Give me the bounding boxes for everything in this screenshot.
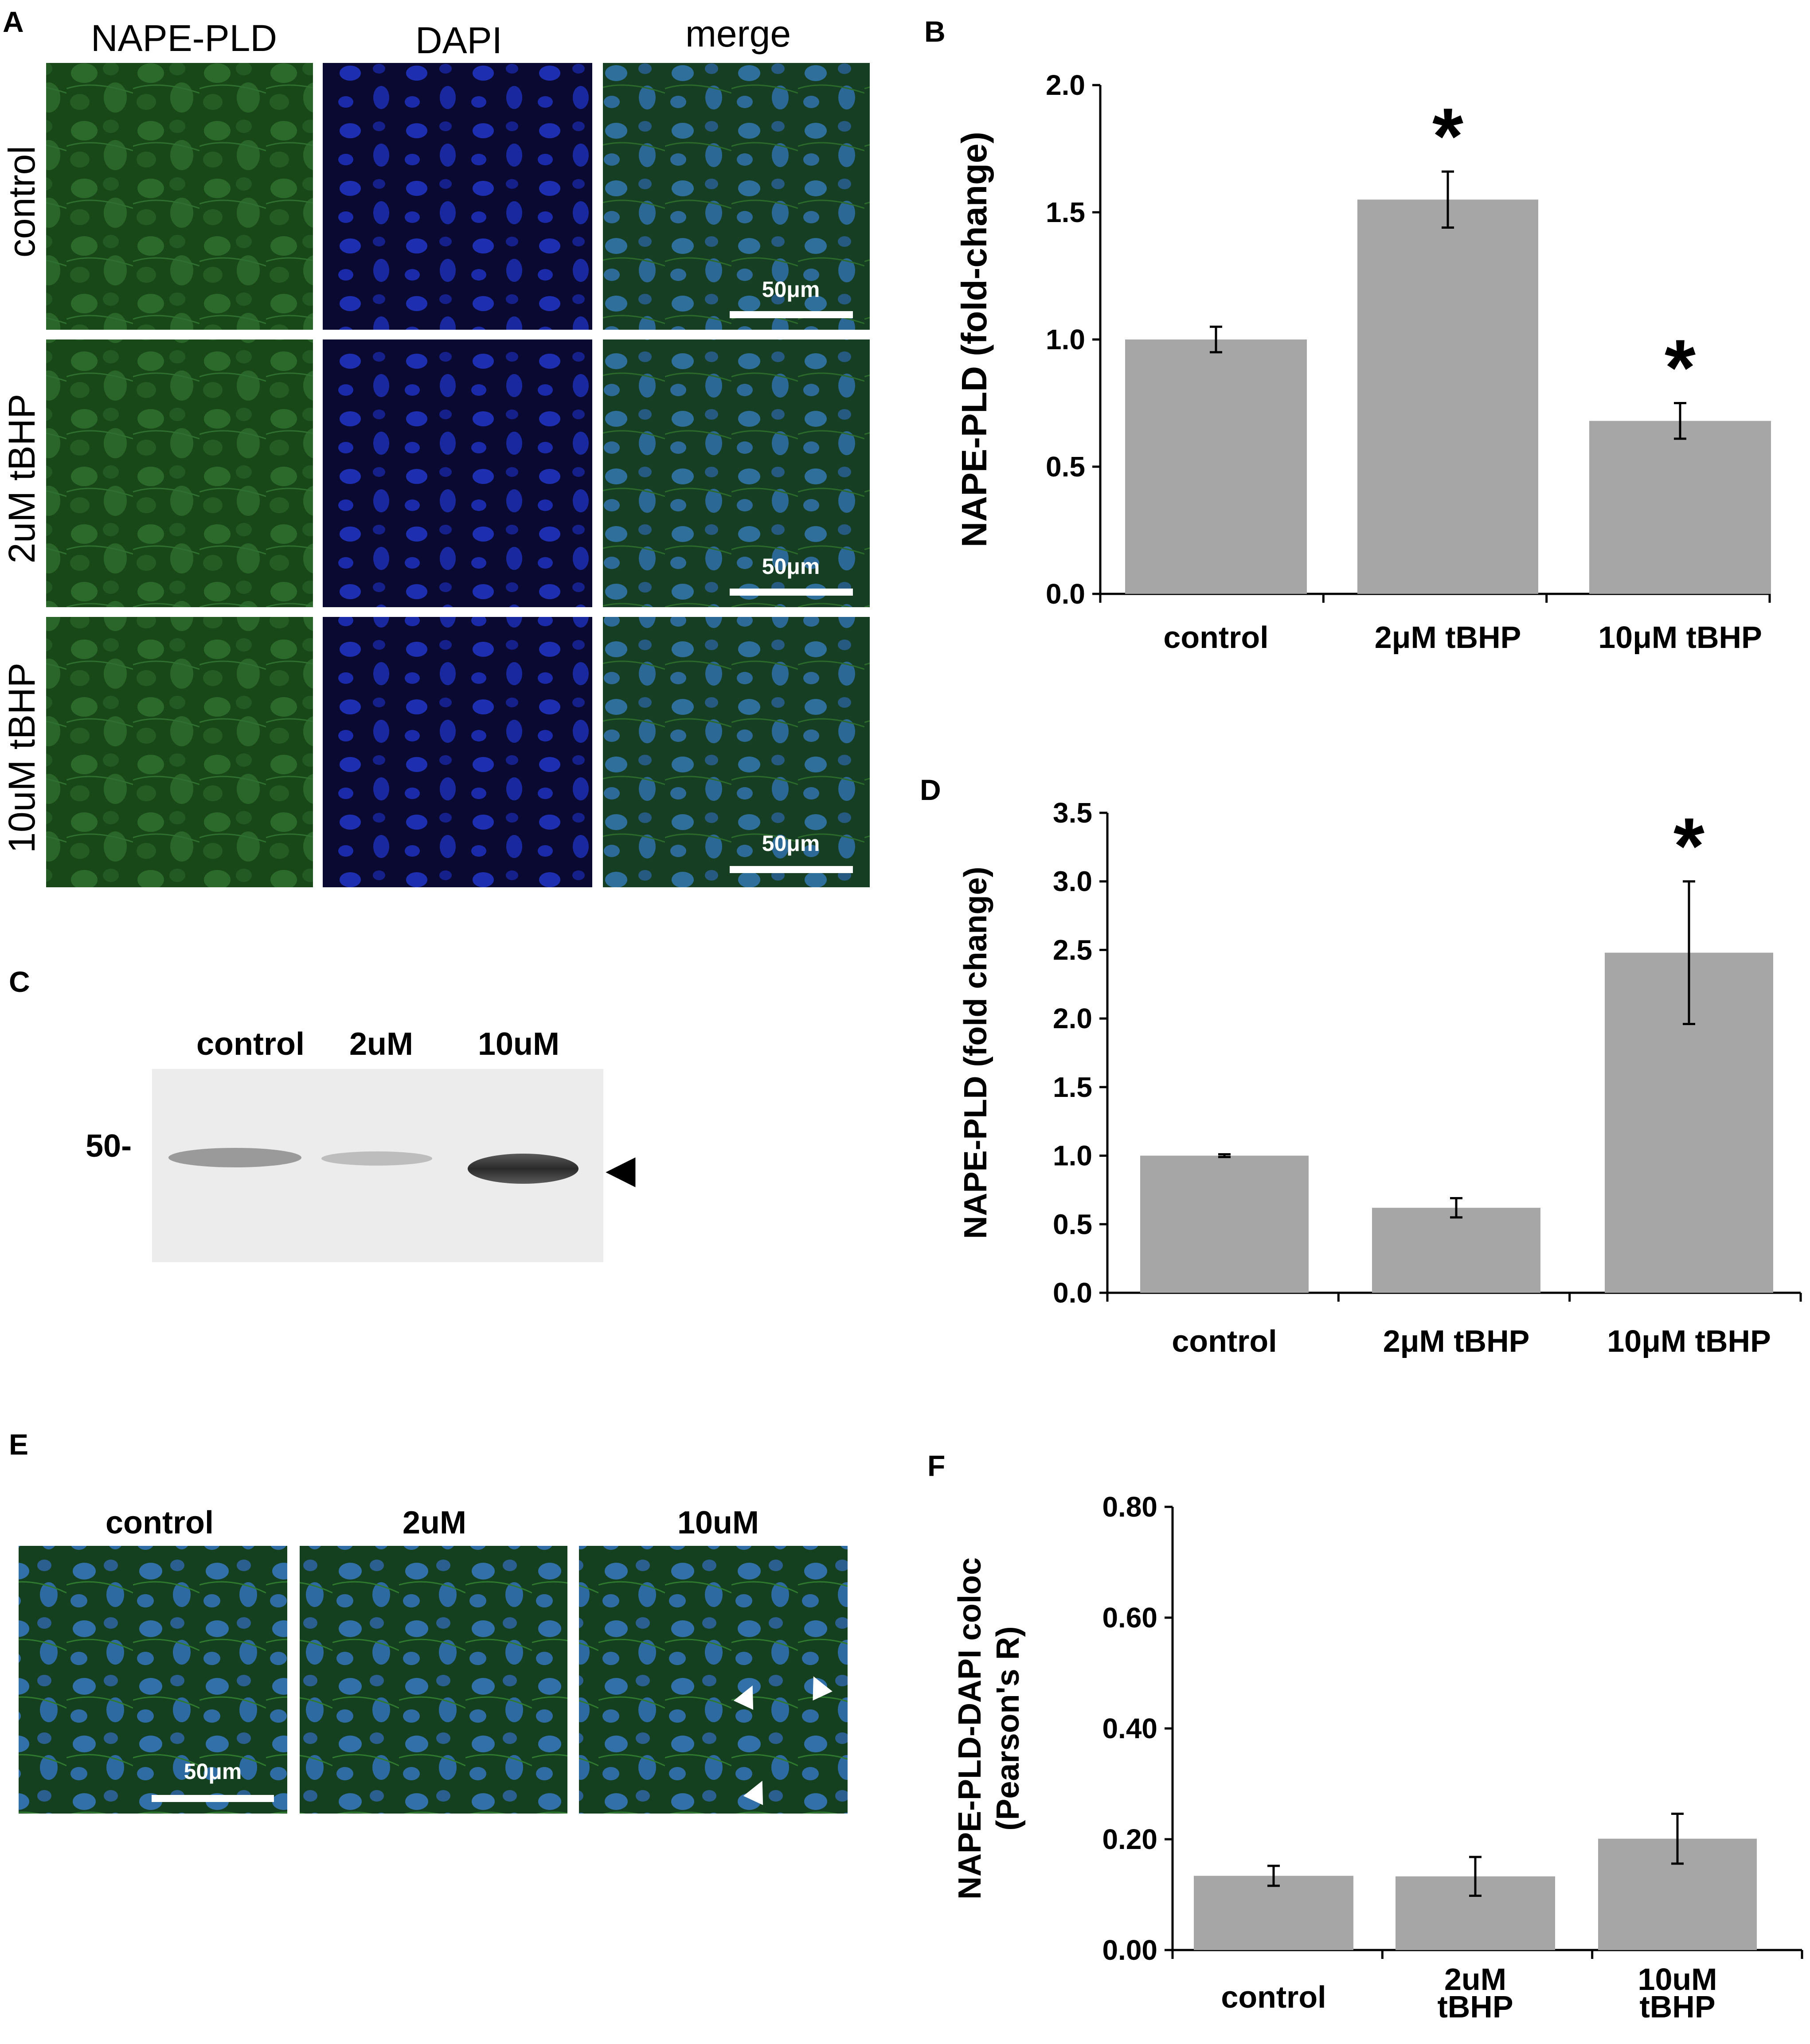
molecular-weight-marker: 50- bbox=[86, 1128, 132, 1164]
bar-b bbox=[1357, 199, 1538, 594]
panel-letter-b: B bbox=[924, 15, 946, 48]
scalebar-label-e: 50μm bbox=[184, 1759, 242, 1784]
panel-letter-f: F bbox=[927, 1449, 945, 1482]
y-tick-label-f: 0.20 bbox=[1102, 1823, 1157, 1855]
y-tick-label-f: 0.60 bbox=[1102, 1602, 1157, 1634]
x-tick-label-f: 2uM bbox=[1444, 1962, 1506, 1997]
y-tick-label-d: 1.0 bbox=[1053, 1140, 1092, 1172]
y-tick-label-d: 2.0 bbox=[1053, 1002, 1092, 1034]
column-label-e-10um: 10uM bbox=[677, 1505, 759, 1541]
y-axis-title-f: NAPE-PLD-DAPI coloc bbox=[952, 1557, 988, 1900]
panel-letter-a: A bbox=[3, 5, 24, 38]
lane-label-control: control bbox=[196, 1026, 305, 1062]
scalebar-a2 bbox=[730, 589, 853, 596]
y-tick-label-f: 0.80 bbox=[1102, 1491, 1157, 1523]
significance-asterisk-d: * bbox=[1673, 802, 1704, 891]
x-tick-label-b: 2μM tBHP bbox=[1375, 620, 1521, 655]
y-tick-label-b: 0.0 bbox=[1046, 578, 1085, 610]
column-label-dapi: DAPI bbox=[415, 20, 502, 61]
significance-asterisk-b: * bbox=[1432, 92, 1463, 181]
significance-asterisk-b: * bbox=[1665, 324, 1696, 413]
x-tick-label-f: tBHP bbox=[1639, 1989, 1715, 2024]
x-tick-label-d: 10μM tBHP bbox=[1607, 1324, 1771, 1358]
column-label-e-2um: 2uM bbox=[403, 1505, 466, 1541]
scalebar-label-a1: 50μm bbox=[762, 277, 820, 302]
y-tick-label-b: 0.5 bbox=[1046, 451, 1085, 483]
image-e-control bbox=[19, 1546, 287, 1814]
x-tick-label-f: tBHP bbox=[1437, 1989, 1513, 2024]
column-label-e-control: control bbox=[106, 1505, 214, 1541]
row-label-2um-tbhp: 2uM tBHP bbox=[1, 394, 43, 564]
image-nape-pld-10um bbox=[46, 617, 313, 887]
chart-panel-b: 0.0 0.5 1.0 1.5 2.0 control * 2μM tBHP * 10μM tBH… bbox=[954, 69, 1771, 655]
scalebar-a3 bbox=[730, 866, 853, 873]
y-tick-label-d: 3.0 bbox=[1053, 866, 1092, 897]
bar-d bbox=[1372, 1208, 1540, 1293]
bar-d bbox=[1140, 1155, 1309, 1293]
image-merge-control bbox=[603, 63, 870, 330]
lane-label-2um: 2uM bbox=[349, 1026, 413, 1062]
panel-a: NAPE-PLD DAPI merge control 2uM tBHP 10u… bbox=[1, 13, 870, 887]
y-tick-label-b: 2.0 bbox=[1046, 69, 1085, 101]
blot-band-2um bbox=[321, 1151, 432, 1166]
x-tick-label-b: control bbox=[1163, 620, 1268, 655]
image-merge-2um bbox=[603, 339, 870, 607]
column-label-merge: merge bbox=[685, 13, 791, 55]
y-tick-label-d: 2.5 bbox=[1053, 934, 1092, 966]
chart-panel-d: 0.0 0.5 1.0 1.5 2.0 2.5 3.0 3.5 control 2μM tBHP *… bbox=[958, 797, 1802, 1358]
x-tick-label-d: 2μM tBHP bbox=[1383, 1324, 1530, 1358]
x-tick-label-f: 10uM bbox=[1638, 1962, 1717, 1997]
y-tick-label-b: 1.5 bbox=[1046, 196, 1085, 228]
panel-c: control 2uM 10uM 50- ◀ bbox=[86, 1026, 636, 1262]
y-tick-label-d: 0.5 bbox=[1053, 1208, 1092, 1240]
image-dapi-2um bbox=[323, 339, 592, 607]
row-label-control: control bbox=[1, 146, 43, 257]
y-tick-label-d: 3.5 bbox=[1053, 797, 1092, 829]
y-axis-title-b: NAPE-PLD (fold-change) bbox=[954, 132, 994, 547]
x-tick-label-f: control bbox=[1221, 1980, 1326, 2014]
band-arrow-icon: ◀ bbox=[606, 1146, 636, 1192]
image-nape-pld-control bbox=[46, 63, 313, 330]
bar-b bbox=[1589, 421, 1771, 594]
column-label-nape-pld: NAPE-PLD bbox=[91, 17, 277, 59]
bar-f bbox=[1194, 1876, 1353, 1950]
y-tick-label-f: 0.00 bbox=[1102, 1934, 1157, 1966]
scalebar-a1 bbox=[730, 311, 853, 318]
y-tick-label-d: 0.0 bbox=[1053, 1277, 1092, 1309]
image-merge-10um bbox=[603, 617, 870, 887]
blot-band-control bbox=[168, 1148, 301, 1167]
y-tick-label-b: 1.0 bbox=[1046, 324, 1085, 355]
row-label-10um-tbhp: 10uM tBHP bbox=[1, 663, 43, 853]
image-dapi-control bbox=[323, 63, 592, 330]
chart-panel-f: 0.000.200.400.600.80control2uMtBHP10uMtB… bbox=[952, 1491, 1803, 2024]
scalebar-label-a3: 50μm bbox=[762, 831, 820, 856]
panel-letter-c: C bbox=[9, 965, 30, 998]
y-tick-label-f: 0.40 bbox=[1102, 1712, 1157, 1744]
image-dapi-10um bbox=[323, 617, 592, 887]
scalebar-e bbox=[152, 1795, 274, 1802]
panel-e: control 2uM 10uM 50μm ▲ ▲ ▲ bbox=[19, 1505, 848, 1814]
bar-b bbox=[1125, 339, 1307, 594]
image-e-2um bbox=[300, 1546, 567, 1814]
y-axis-title-f: (Pearson's R) bbox=[990, 1626, 1026, 1830]
lane-label-10um: 10uM bbox=[478, 1026, 559, 1062]
y-axis-title-d: NAPE-PLD (fold change) bbox=[958, 867, 993, 1239]
image-nape-pld-2um bbox=[46, 339, 313, 607]
image-e-10um bbox=[579, 1546, 848, 1814]
y-tick-label-d: 1.5 bbox=[1053, 1071, 1092, 1103]
panel-letter-e: E bbox=[9, 1428, 28, 1461]
blot-band-10um bbox=[468, 1154, 579, 1184]
x-tick-label-d: control bbox=[1172, 1324, 1277, 1358]
panel-letter-d: D bbox=[920, 773, 941, 806]
x-tick-label-b: 10μM tBHP bbox=[1598, 620, 1762, 655]
scalebar-label-a2: 50μm bbox=[762, 554, 820, 579]
